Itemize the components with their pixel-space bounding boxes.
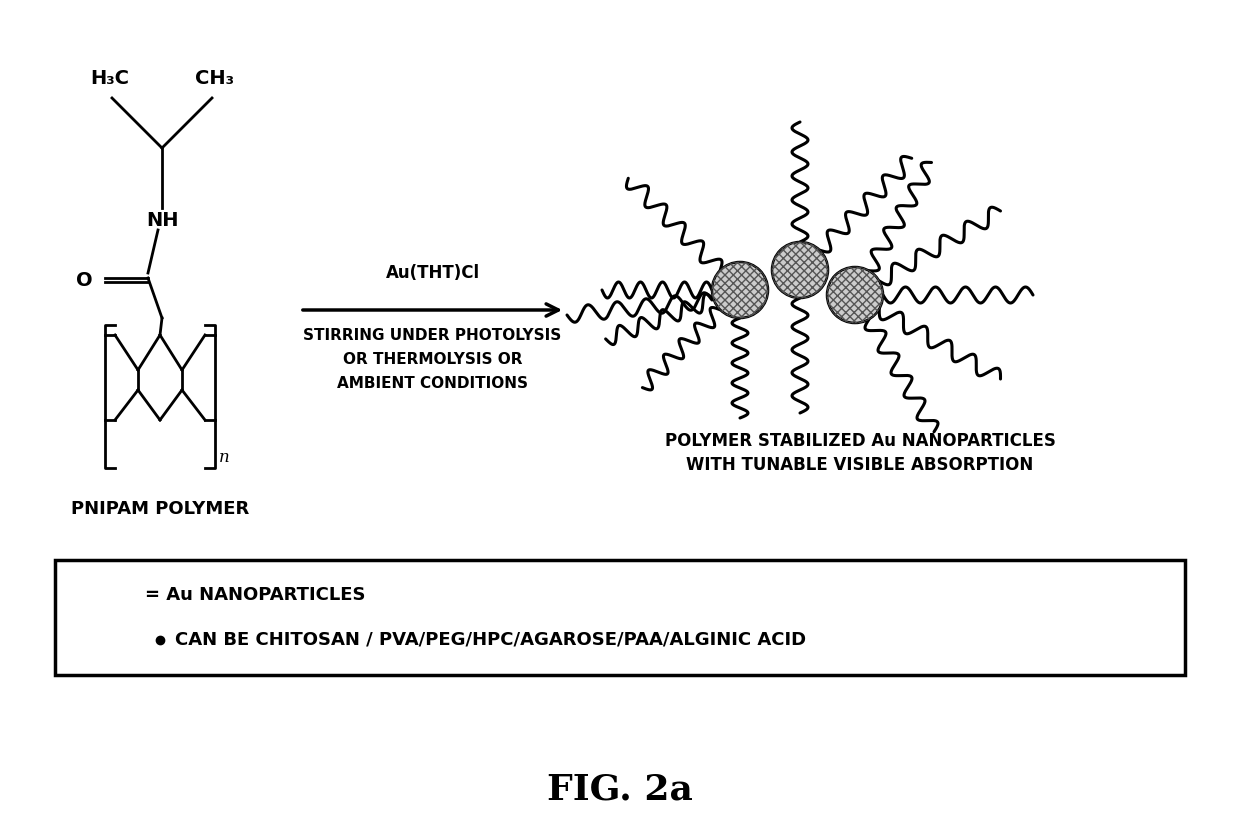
Text: H₃C: H₃C [91,69,129,88]
Text: CH₃: CH₃ [195,69,233,88]
Text: n: n [219,449,229,466]
Text: O: O [77,271,93,290]
Circle shape [827,267,883,323]
Text: AMBIENT CONDITIONS: AMBIENT CONDITIONS [337,376,528,391]
Circle shape [91,575,130,615]
Circle shape [773,242,828,298]
Circle shape [712,262,768,318]
Text: WITH TUNABLE VISIBLE ABSORPTION: WITH TUNABLE VISIBLE ABSORPTION [687,456,1034,474]
Text: FIG. 2a: FIG. 2a [547,773,693,807]
Text: PNIPAM POLYMER: PNIPAM POLYMER [71,500,249,518]
Text: STIRRING UNDER PHOTOLYSIS: STIRRING UNDER PHOTOLYSIS [304,328,562,343]
Text: POLYMER STABILIZED Au NANOPARTICLES: POLYMER STABILIZED Au NANOPARTICLES [665,432,1055,450]
Text: Au(THT)Cl: Au(THT)Cl [386,264,480,282]
Text: = Au NANOPARTICLES: = Au NANOPARTICLES [145,586,366,604]
Text: CAN BE CHITOSAN / PVA/PEG/HPC/AGAROSE/PAA/ALGINIC ACID: CAN BE CHITOSAN / PVA/PEG/HPC/AGAROSE/PA… [175,631,806,649]
Text: NH: NH [146,211,179,230]
FancyBboxPatch shape [55,560,1185,675]
Text: OR THERMOLYSIS OR: OR THERMOLYSIS OR [342,352,522,367]
